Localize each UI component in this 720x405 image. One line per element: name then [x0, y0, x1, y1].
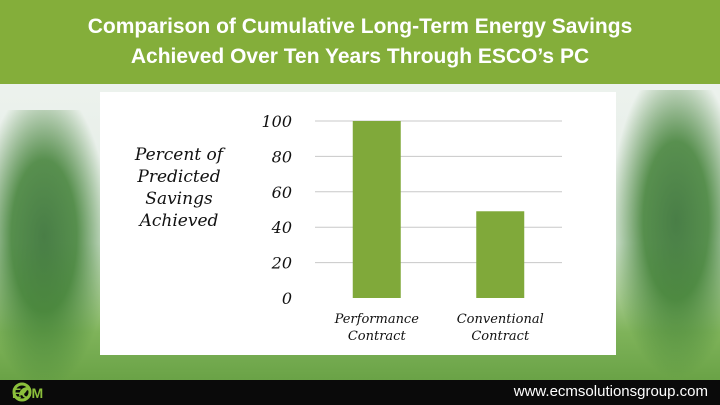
y-axis-label: Percent of Predicted Savings Achieved — [134, 145, 224, 231]
x-tick-label: Performance Contract — [334, 312, 420, 344]
website-url: www.ecmsolutionsgroup.com — [513, 383, 708, 400]
y-tick-label: 100 — [261, 112, 292, 131]
company-logo: ECM — [10, 382, 43, 403]
bar — [352, 121, 401, 298]
y-tick-label: 40 — [271, 218, 292, 237]
title-band: Comparison of Cumulative Long-Term Energ… — [0, 0, 720, 84]
x-tick-label: Conventional Contract — [457, 312, 544, 344]
chart-panel: Percent of Predicted Savings Achieved 0 2… — [100, 92, 616, 355]
y-tick-label: 0 — [282, 289, 292, 308]
footer-bar: ECM www.ecmsolutionsgroup.com — [0, 380, 720, 405]
logo-text: ECM — [12, 384, 44, 401]
y-tick-label: 20 — [271, 254, 292, 273]
leaf-logo-icon — [12, 382, 32, 402]
bar — [476, 211, 525, 298]
bar-chart: 0 20 40 60 80 100 Performance Contract Conventio… — [261, 112, 562, 344]
chart-title: Comparison of Cumulative Long-Term Energ… — [87, 15, 633, 68]
background-foliage-right — [610, 90, 720, 380]
y-tick-label: 60 — [272, 183, 292, 202]
background-foliage-left — [0, 110, 110, 390]
y-tick-label: 80 — [272, 147, 292, 166]
